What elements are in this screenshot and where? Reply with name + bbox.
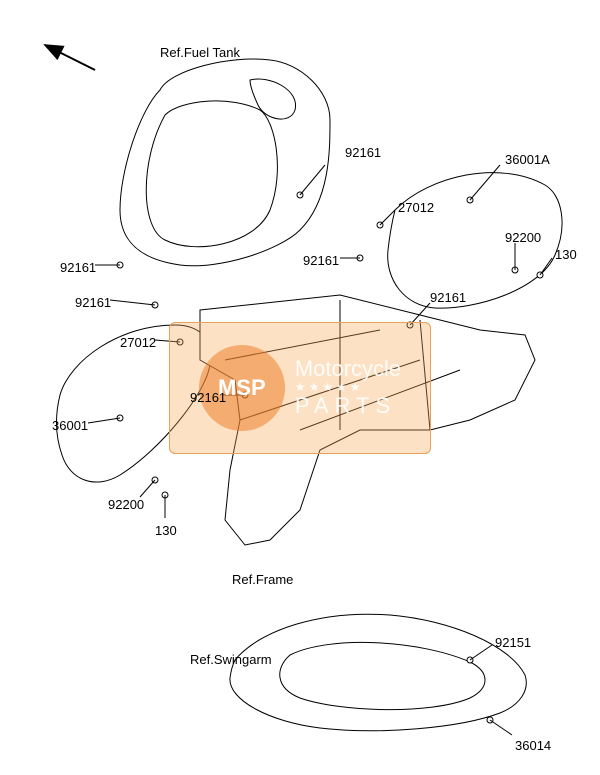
part-label-92161: 92161 bbox=[345, 145, 381, 160]
part-label-36014: 36014 bbox=[515, 738, 551, 753]
diagram-stage: { "canvas": { "width": 600, "height": 77… bbox=[0, 0, 600, 775]
part-label-92161: 92161 bbox=[60, 260, 96, 275]
part-label-27012: 27012 bbox=[120, 335, 156, 350]
ref-label: Ref.Fuel Tank bbox=[160, 45, 240, 60]
part-label-92161: 92161 bbox=[430, 290, 466, 305]
part-label-27012: 27012 bbox=[398, 200, 434, 215]
part-label-130: 130 bbox=[155, 523, 177, 538]
part-label-92200: 92200 bbox=[108, 497, 144, 512]
ref-label: Ref.Swingarm bbox=[190, 652, 272, 667]
part-label-92200: 92200 bbox=[505, 230, 541, 245]
part-label-92161: 92161 bbox=[75, 295, 111, 310]
part-label-92151: 92151 bbox=[495, 635, 531, 650]
part-label-92161: 92161 bbox=[303, 253, 339, 268]
part-label-92161: 92161 bbox=[190, 390, 226, 405]
part-label-36001: 36001 bbox=[52, 418, 88, 433]
part-label-130: 130 bbox=[555, 247, 577, 262]
diagram-svg bbox=[0, 0, 600, 775]
part-label-36001A: 36001A bbox=[505, 152, 550, 167]
ref-label: Ref.Frame bbox=[232, 572, 293, 587]
